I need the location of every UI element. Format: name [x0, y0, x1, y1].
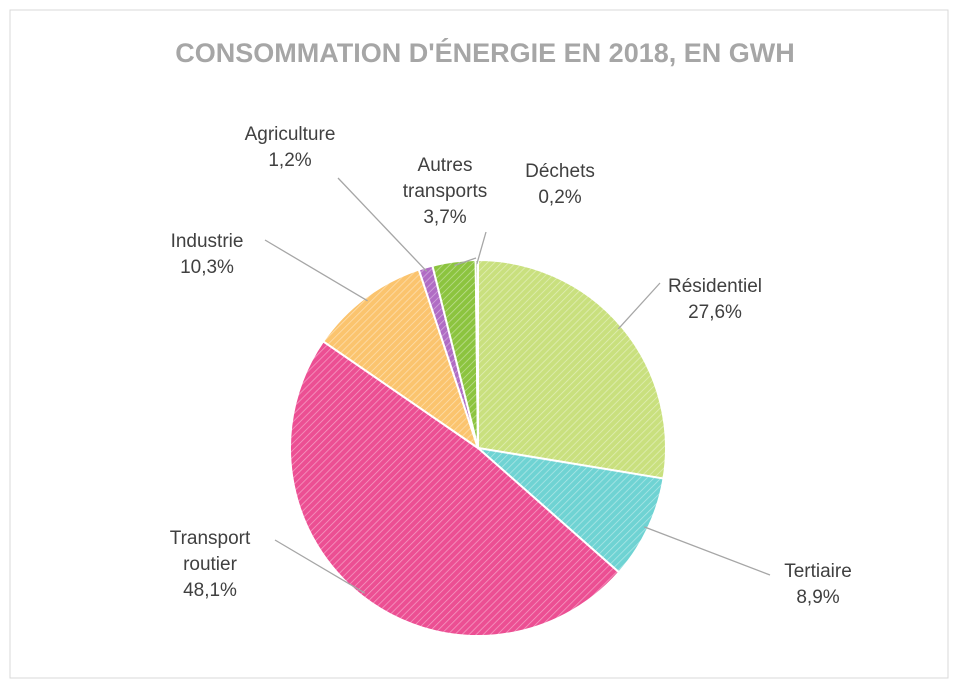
value-label: 48,1% [183, 580, 237, 601]
category-label: Industrie [170, 231, 244, 252]
leader-line [337, 177, 428, 272]
chart-title: CONSOMMATION D'ÉNERGIE EN 2018, EN GWH [175, 37, 795, 68]
leader-line [264, 239, 368, 302]
category-label: Autres transports [402, 155, 488, 202]
category-label: Agriculture [244, 124, 336, 145]
leader-line [274, 539, 366, 594]
category-label: Résidentiel [668, 276, 762, 297]
slice-label: Résidentiel 27,6% [650, 274, 780, 326]
category-label: Transport routier [169, 528, 251, 575]
value-label: 8,9% [796, 587, 840, 608]
slice-label: Transport routier 48,1% [145, 526, 275, 604]
leader-line [617, 282, 661, 330]
leader-line [476, 231, 487, 265]
slice-label: Industrie 10,3% [142, 229, 272, 281]
category-label: Déchets [525, 161, 595, 182]
value-label: 3,7% [423, 207, 467, 228]
slice-label: Agriculture 1,2% [225, 122, 355, 174]
value-label: 27,6% [688, 302, 742, 323]
value-label: 10,3% [180, 257, 234, 278]
slice-label: Déchets 0,2% [495, 159, 625, 211]
value-label: 1,2% [268, 150, 312, 171]
slice-label: Tertiaire 8,9% [753, 559, 883, 611]
pie-slice [288, 339, 621, 638]
pie-slice [321, 268, 480, 451]
slice-label: Autres transports 3,7% [380, 153, 510, 231]
value-label: 0,2% [538, 187, 582, 208]
category-label: Tertiaire [784, 561, 852, 582]
leader-line [644, 526, 771, 576]
leader-line [454, 257, 477, 267]
